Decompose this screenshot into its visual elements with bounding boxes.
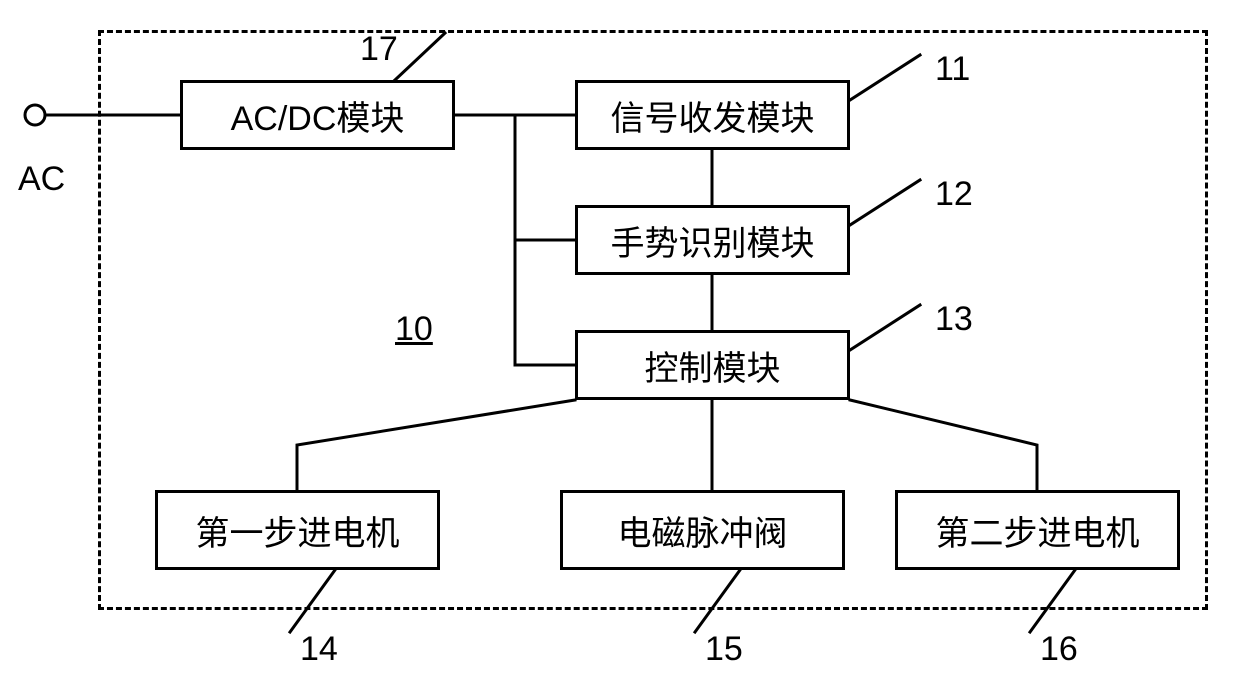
stepper-motor-1-label: 第一步进电机: [196, 506, 400, 555]
acdc-module-box: AC/DC模块: [180, 80, 455, 150]
stepper-motor-2-box: 第二步进电机: [895, 490, 1180, 570]
system-id-label: 10: [395, 310, 433, 349]
ref-17: 17: [360, 30, 398, 69]
solenoid-valve-label: 电磁脉冲阀: [618, 506, 788, 555]
signal-transceiver-box: 信号收发模块: [575, 80, 850, 150]
control-module-label: 控制模块: [645, 341, 781, 390]
stepper-motor-2-label: 第二步进电机: [936, 506, 1140, 555]
ac-input-label: AC: [18, 160, 65, 199]
acdc-module-label: AC/DC模块: [231, 91, 405, 140]
solenoid-valve-box: 电磁脉冲阀: [560, 490, 845, 570]
stepper-motor-1-box: 第一步进电机: [155, 490, 440, 570]
ref-13: 13: [935, 300, 973, 339]
ref-11: 11: [935, 50, 970, 89]
gesture-recognition-label: 手势识别模块: [611, 216, 815, 265]
gesture-recognition-box: 手势识别模块: [575, 205, 850, 275]
signal-transceiver-label: 信号收发模块: [611, 91, 815, 140]
ref-15: 15: [705, 630, 743, 669]
ref-14: 14: [300, 630, 338, 669]
diagram-canvas: { "canvas": { "width": 1240, "height": 6…: [0, 0, 1240, 679]
ref-12: 12: [935, 175, 973, 214]
control-module-box: 控制模块: [575, 330, 850, 400]
ref-16: 16: [1040, 630, 1078, 669]
